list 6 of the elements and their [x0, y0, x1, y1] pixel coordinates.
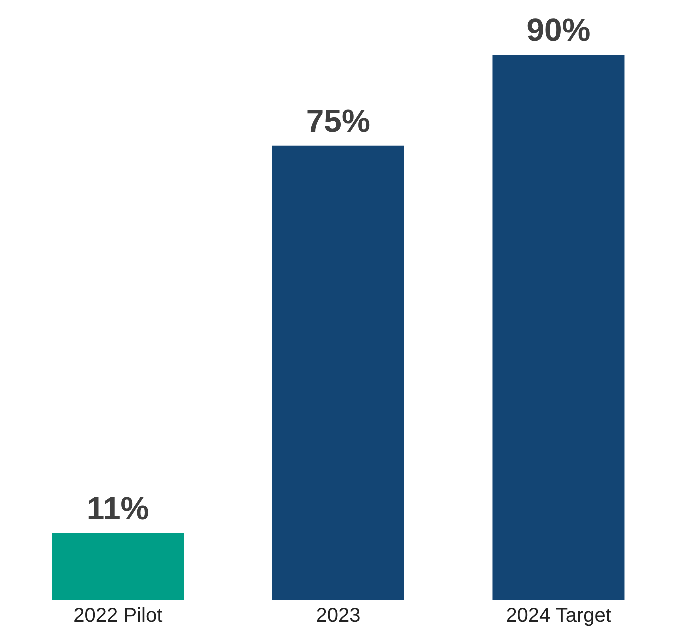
x-tick-label: 2022 Pilot [74, 605, 164, 628]
data-label: 90% [526, 12, 591, 48]
x-tick-label: 2024 Target [506, 605, 612, 628]
data-label: 11% [86, 490, 150, 526]
data-label: 75% [306, 102, 370, 139]
x-tick-label: 2023 [316, 605, 361, 628]
